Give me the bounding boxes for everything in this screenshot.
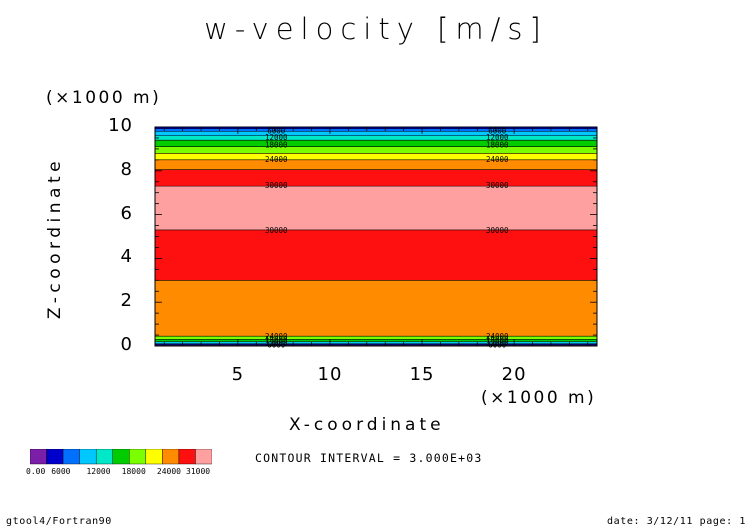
band-5 — [155, 280, 597, 337]
y-tick-label: 8 — [120, 158, 133, 180]
contour-label: 18000 — [265, 335, 288, 344]
contour-label: 6000 — [267, 126, 286, 135]
contour-label: 30000 — [486, 226, 509, 235]
y-axis-unit: (×1000 m) — [46, 88, 162, 108]
colorbar-label: 12000 — [86, 467, 111, 476]
colorbar-label: 31000 — [186, 467, 211, 476]
contour-label: 24000 — [265, 155, 288, 164]
colorbar-swatch — [95, 449, 113, 465]
contour-label: 24000 — [486, 155, 509, 164]
band-9 — [155, 159, 597, 170]
x-tick-label: 15 — [409, 364, 435, 385]
y-tick-label: 2 — [120, 290, 133, 312]
band-14 — [155, 131, 597, 136]
colorbar-label: 6000 — [51, 467, 71, 476]
contour-interval: CONTOUR INTERVAL = 3.000E+03 — [255, 451, 483, 465]
band-12 — [155, 140, 597, 147]
contour-label: 12000 — [486, 133, 509, 142]
y-tick-label: 10 — [108, 115, 133, 136]
band-0 — [155, 344, 597, 346]
band-7 — [155, 186, 597, 230]
colorbar-label: 0.00 — [26, 467, 46, 476]
colorbar-swatch — [129, 449, 147, 465]
colorbar-label: 24000 — [156, 467, 181, 476]
x-axis-unit: (×1000 m) — [481, 388, 597, 408]
footer-right: date: 3/12/11 page: 1 — [606, 516, 746, 527]
band-1 — [155, 343, 597, 345]
contour-label: 24000 — [486, 332, 509, 341]
x-tick-label: 20 — [501, 364, 527, 385]
contour-label: 18000 — [486, 335, 509, 344]
colorbar-swatch — [178, 449, 196, 465]
colorbar-swatch — [46, 449, 64, 465]
band-10 — [155, 153, 597, 160]
x-tick-label: 5 — [231, 364, 245, 385]
band-11 — [155, 146, 597, 154]
contour-label: 30000 — [265, 226, 288, 235]
band-4 — [155, 336, 597, 340]
contour-label: 30000 — [486, 181, 509, 190]
y-tick-label: 4 — [120, 246, 133, 268]
band-13 — [155, 135, 597, 141]
band-3 — [155, 339, 597, 342]
colorbar-swatch — [195, 449, 212, 465]
y-tick-label: 6 — [120, 202, 133, 224]
footer-left: gtool4/Fortran90 — [6, 516, 112, 527]
contour-label: 12000 — [486, 338, 509, 347]
colorbar-label: 18000 — [121, 467, 146, 476]
band-6 — [155, 229, 597, 281]
colorbar-swatch — [62, 449, 80, 465]
colorbar-swatch — [112, 449, 130, 465]
band-16 — [155, 127, 597, 129]
band-15 — [155, 128, 597, 132]
contour-label: 24000 — [265, 332, 288, 341]
colorbar-swatch — [162, 449, 180, 465]
contour-label: 12000 — [265, 338, 288, 347]
band-2 — [155, 341, 597, 344]
colorbar — [30, 449, 212, 465]
chart-title: w-velocity [m/s] — [204, 12, 548, 46]
plot-frame — [154, 126, 598, 347]
colorbar-swatch — [145, 449, 163, 465]
band-8 — [155, 169, 597, 187]
colorbar-swatch — [30, 449, 47, 465]
colorbar-swatch — [79, 449, 97, 465]
x-axis-label: X-coordinate — [289, 415, 445, 435]
contour-label: 12000 — [265, 133, 288, 142]
contour-label: 30000 — [265, 181, 288, 190]
contour-label: 6000 — [488, 340, 507, 349]
contour-label: 18000 — [265, 141, 288, 150]
contour-label: 6000 — [267, 340, 286, 349]
x-tick-label: 10 — [317, 364, 343, 385]
contour-label: 6000 — [488, 126, 507, 135]
contour-label: 18000 — [486, 141, 509, 150]
y-tick-label: 0 — [120, 334, 133, 355]
plot-bands — [155, 127, 597, 346]
